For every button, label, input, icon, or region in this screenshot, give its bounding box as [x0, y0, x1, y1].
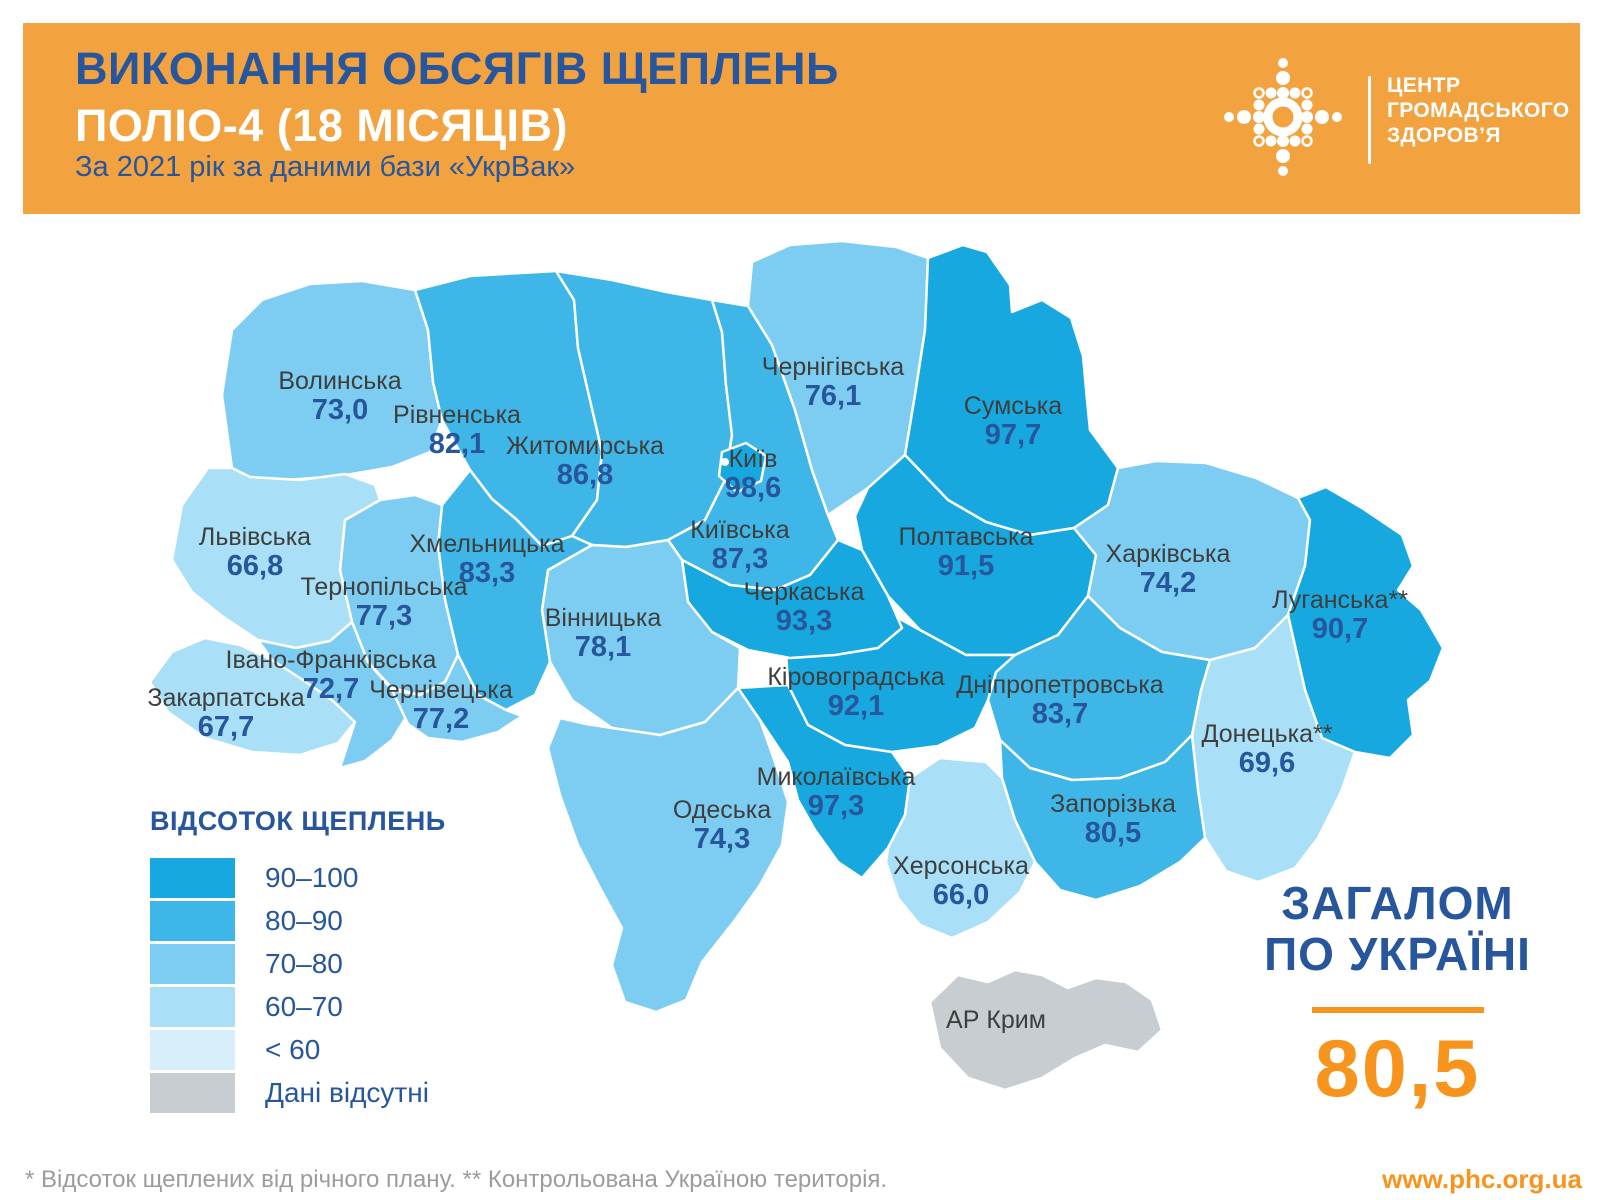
legend-item: < 60 — [150, 1030, 429, 1070]
footnote: * Відсоток щеплених від річного плану. *… — [25, 1166, 888, 1193]
legend: 90–100 80–90 70–80 60–70 < 60 Дані відсутні — [150, 858, 429, 1116]
total-value: 80,5 — [1314, 1024, 1481, 1114]
kyiv-city-marker — [721, 458, 729, 466]
national-total-block: ЗАГАЛОМ ПО УКРАЇНІ 80,5 — [1225, 878, 1570, 1116]
legend-swatch — [150, 858, 235, 898]
phc-logo-text: ЦЕНТР ГРОМАДСЬКОГО ЗДОРОВ’Я — [1387, 73, 1570, 148]
header-banner: ВИКОНАННЯ ОБСЯГІВ ЩЕПЛЕНЬ ПОЛІО-4 (18 МІ… — [23, 23, 1580, 214]
legend-item: 70–80 — [150, 944, 429, 984]
legend-title: ВІДСОТОК ЩЕПЛЕНЬ — [150, 806, 446, 836]
logo-text-line: ЦЕНТР — [1387, 74, 1461, 97]
legend-item: 90–100 — [150, 858, 429, 898]
total-divider-rule — [1311, 1007, 1484, 1013]
phc-logo-icon — [1224, 58, 1342, 176]
legend-swatch — [150, 944, 235, 984]
legend-item: 80–90 — [150, 901, 429, 941]
legend-swatch — [150, 1030, 235, 1070]
region-shape-volyn — [220, 279, 444, 482]
page-subtitle: За 2021 рік за даними бази «УкрВак» — [75, 151, 576, 183]
page-title-line1: ВИКОНАННЯ ОБСЯГІВ ЩЕПЛЕНЬ — [75, 43, 839, 94]
region-shape-ivano — [256, 620, 410, 770]
total-label-line1: ЗАГАЛОМ — [1281, 877, 1514, 929]
site-url: www.phc.org.ua — [1382, 1164, 1582, 1194]
legend-item: 60–70 — [150, 987, 429, 1027]
logo-text-line: ЗДОРОВ’Я — [1387, 124, 1501, 147]
region-shape-odesa — [546, 686, 790, 1014]
region-shape-kyiv-city — [717, 441, 768, 494]
total-label-line2: ПО УКРАЇНІ — [1264, 928, 1531, 980]
legend-item: Дані відсутні — [150, 1073, 429, 1113]
legend-swatch — [150, 1073, 235, 1113]
logo-text-line: ГРОМАДСЬКОГО — [1387, 99, 1570, 122]
page-title-line2: ПОЛІО-4 (18 МІСЯЦІВ) — [75, 100, 569, 151]
region-shape-kherson — [884, 756, 1037, 940]
region-shape-crimea — [928, 968, 1164, 1092]
legend-label: 90–100 — [265, 862, 359, 893]
legend-swatch — [150, 987, 235, 1027]
region-shape-lviv — [170, 466, 382, 650]
legend-label: 60–70 — [265, 991, 343, 1022]
logo-divider — [1368, 76, 1371, 164]
legend-label: Дані відсутні — [265, 1077, 429, 1108]
legend-label: 80–90 — [265, 905, 343, 936]
legend-swatch — [150, 901, 235, 941]
region-shape-chernivtsi — [390, 653, 524, 744]
legend-label: 70–80 — [265, 948, 343, 979]
legend-label: < 60 — [265, 1034, 321, 1065]
